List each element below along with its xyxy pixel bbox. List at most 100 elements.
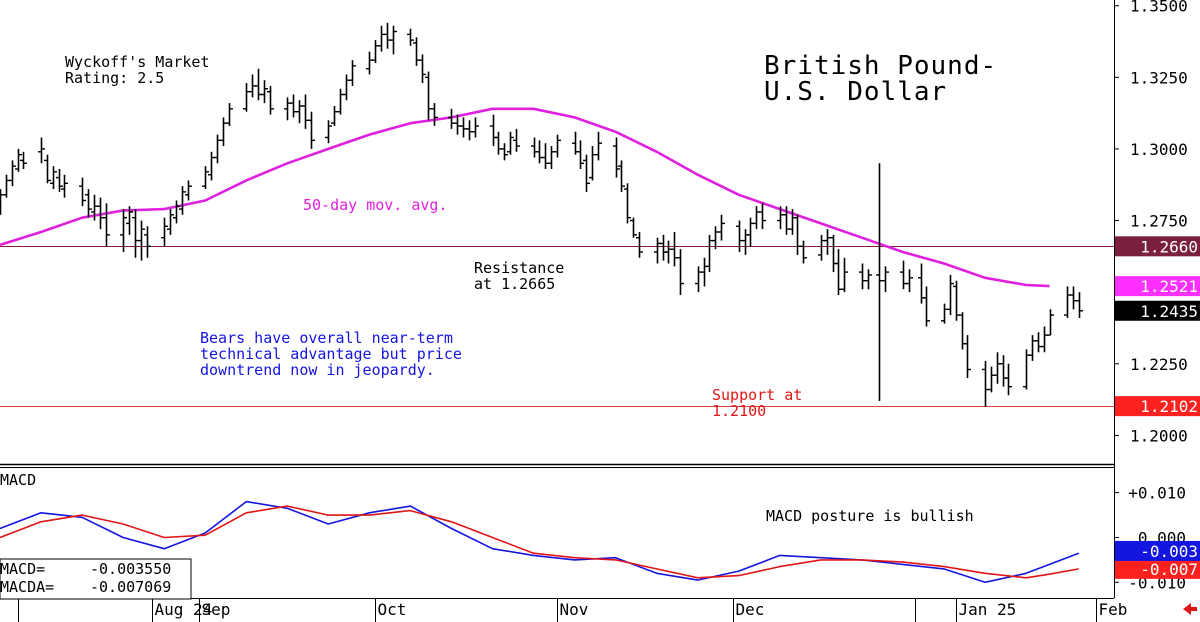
ohlc-bar [706,234,713,273]
ohlc-bar [50,166,57,190]
ohlc-bar [531,137,538,158]
chart-title-line-2: U.S. Dollar [764,77,947,107]
ohlc-bar [577,140,584,169]
ohlc-bar [255,68,262,101]
ohlc-bar [654,237,661,264]
support-annotation-line-1: Support at [712,386,802,404]
ohlc-bar [120,209,127,253]
ohlc-bar [982,360,989,407]
ohlc-bar [1070,286,1077,310]
ohlc-bar [390,25,397,55]
svg-text:1.2660: 1.2660 [1140,237,1198,256]
ohlc-bar [290,94,297,118]
ohlc-bar [941,303,948,324]
ohlc-bar [308,111,315,149]
ohlc-bar [1029,335,1036,361]
macd-badge--0.007: -0.007 [1115,558,1200,579]
ohlc-bar [185,180,192,201]
rating-annotation-line-2: Rating: 2.5 [65,69,164,87]
ohlc-bar [38,137,45,164]
price-badge-0: 1.2660 [1115,236,1200,257]
ohlc-bar [835,249,842,296]
ohlc-bar [173,200,180,224]
ohlc-bar [284,97,291,121]
ohlc-bar [0,189,4,215]
ohlc-bar [818,234,825,261]
ohlc-bar [671,232,678,267]
ohlc-bar [1000,355,1007,387]
ohlc-bar [220,117,227,147]
ohlc-bar [1005,363,1012,396]
macd-tick-label: +0.010 [1128,484,1186,503]
ohlc-bar [126,206,133,235]
ohlc-bar [249,74,256,98]
ohlc-bar [513,128,520,152]
macd-series-macd [0,500,1080,584]
macda-readout-value: -0.007069 [90,578,171,596]
ohlc-bar [501,143,508,161]
ohlc-bar [542,143,549,169]
ohlc-bar [613,137,620,178]
svg-text:-0.003: -0.003 [1140,542,1198,561]
ohlc-bar [15,148,22,172]
ohlc-bar [794,214,801,255]
ohlc-bar [79,177,86,207]
outlook-annotation-line-2: technical advantage but price [200,345,462,363]
macd-readout-box: MACD= -0.003550 MACDA= -0.007069 [0,558,192,600]
ohlc-bar [712,226,719,250]
ohlc-bar [343,74,350,101]
price-badges: 1.2660 1.2521 1.2435 1.2102 [1115,236,1200,417]
left-arrow-icon[interactable] [1183,603,1197,615]
ohlc-bar [1076,292,1083,318]
ohlc-bar [701,257,708,287]
ohlc-bar [167,209,174,235]
resistance-annotation-line-1: Resistance [474,259,564,277]
ohlc-bar [900,260,907,290]
ohlc-bar [865,269,872,290]
macd-lines [0,500,1080,584]
price-tick-label: 1.3250 [1130,68,1188,87]
ohlc-bar [923,286,930,327]
price-tick-label: 1.3000 [1130,140,1188,159]
ohlc-bar [138,220,145,261]
ohlc-bar [9,160,16,187]
ohlc-bar [747,217,754,247]
ohlc-bar [226,103,233,127]
horizontal-lines [0,246,1114,407]
ma-label: 50-day mov. avg. [303,196,448,214]
ohlc-bar [3,174,10,198]
ohlc-bar [208,151,215,181]
ohlc-bar [583,154,590,192]
price-tick-label: 1.3500 [1130,0,1188,16]
ohlc-bar [636,232,643,258]
macd-badges: -0.007-0.003 [1115,540,1200,579]
ohlc-bar [695,266,702,293]
macd-readout-label: MACD= [0,560,45,578]
ohlc-bar [677,249,684,296]
ohlc-bar [595,131,602,161]
ohlc-bar [753,206,760,230]
ohlc-bar [413,37,420,66]
support-annotation-line-2: 1.2100 [712,402,766,420]
price-bars [0,22,1083,407]
date-tick-label: Sep [202,600,231,619]
ohlc-bar [1035,332,1042,353]
ohlc-bar [85,189,92,218]
resistance-annotation-line-2: at 1.2665 [474,275,555,293]
svg-text:-0.007: -0.007 [1140,560,1198,579]
ohlc-bar [906,269,913,293]
svg-text:1.2435: 1.2435 [1140,302,1198,321]
ohlc-bar [337,88,344,115]
ohlc-bar [1023,349,1030,390]
ohlc-bar [61,174,68,198]
ohlc-bar [624,183,631,224]
ohlc-bar [378,25,385,52]
price-tick-label: 1.2250 [1130,355,1188,374]
price-tick-label: 1.2000 [1130,426,1188,445]
ohlc-bar [325,120,332,144]
ohlc-bar [742,229,749,255]
rating-annotation-line-1: Wyckoff's Market [65,53,210,71]
price-badge-2: 1.2435 [1115,300,1200,321]
macda-readout-label: MACDA= [0,578,54,596]
